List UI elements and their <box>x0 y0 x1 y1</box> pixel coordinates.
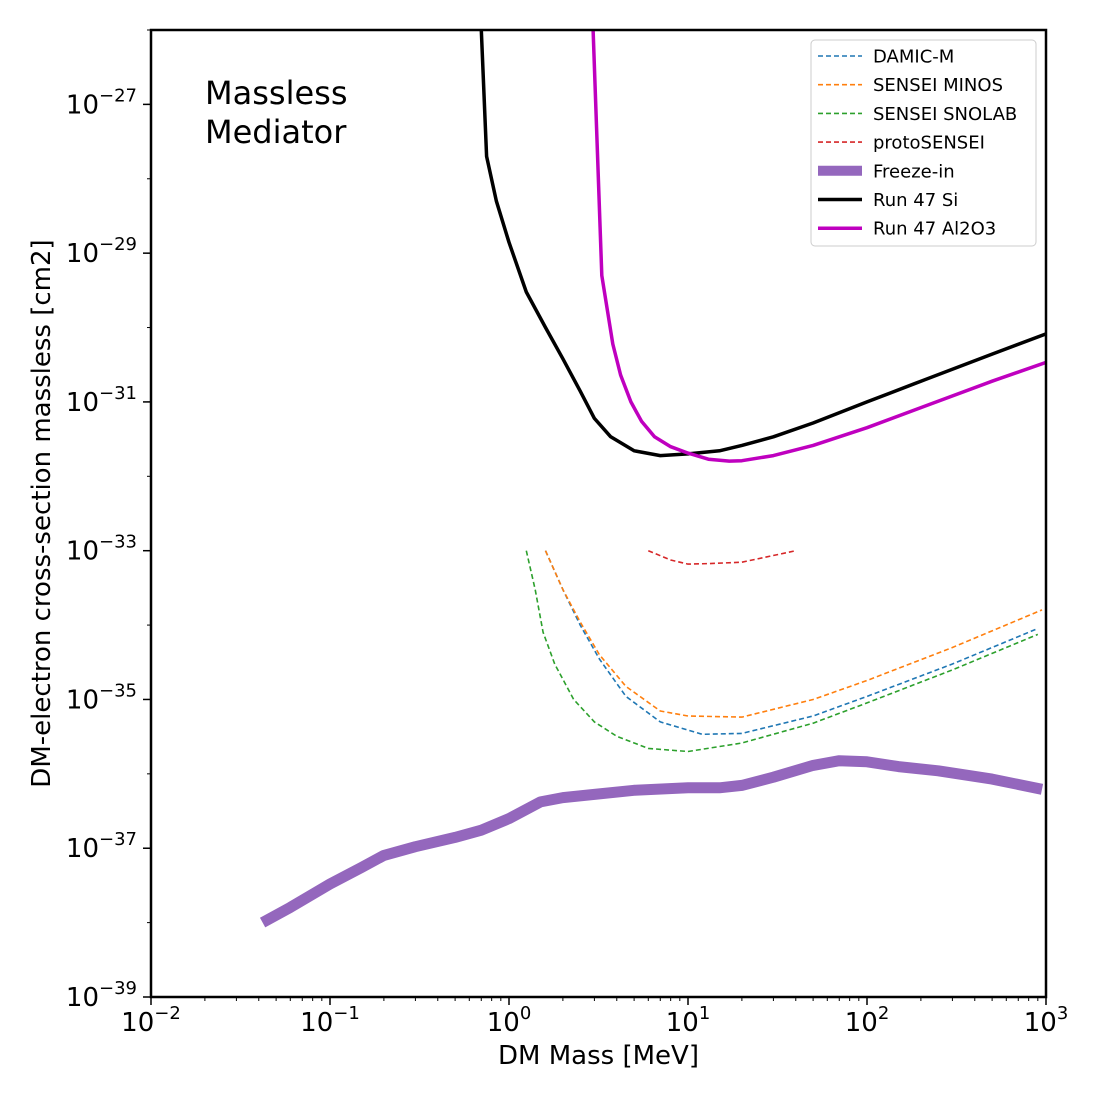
series-line-sensei-minos <box>544 550 1043 718</box>
legend-label-sensei-minos: SENSEI MINOS <box>873 75 1003 96</box>
series-line-freeze-in <box>259 755 1044 928</box>
series-line-protosensei <box>647 549 796 565</box>
ticks-layer: 10−2 10−1 100 101 102 103 10−27 10−29 10−31 10−33… <box>66 29 1069 1038</box>
x-tick-label: 101 <box>666 1003 711 1038</box>
series-line-sensei-snolab <box>525 550 1039 753</box>
x-tick-label: 103 <box>1024 1003 1069 1038</box>
series-layer <box>259 30 1046 928</box>
y-tick-label: 10−37 <box>66 829 137 864</box>
x-axis-label: DM Mass [MeV] <box>498 1041 699 1071</box>
x-tick-label: 10−2 <box>121 1003 181 1038</box>
legend-label-sensei-snolab: SENSEI SNOLAB <box>873 104 1017 125</box>
legend-label-damic-m: DAMIC-M <box>873 47 954 68</box>
annotation-line-2: Mediator <box>205 113 347 151</box>
legend: DAMIC-M SENSEI MINOS SENSEI SNOLAB protoSEN… <box>810 39 1037 247</box>
annotation-line-1: Massless <box>205 74 347 112</box>
legend-label-protosensei: protoSENSEI <box>873 133 985 154</box>
y-tick-label: 10−35 <box>66 680 137 715</box>
series-line-run-47-si <box>479 30 1046 458</box>
plot-frame <box>149 28 1048 999</box>
legend-label-run-47-al2o3: Run 47 Al2O3 <box>873 219 996 240</box>
y-tick-label: 10−33 <box>66 532 137 567</box>
y-tick-label: 10−27 <box>66 85 137 120</box>
legend-label-run-47-si: Run 47 Si <box>873 190 958 211</box>
series-line-damic-m <box>544 550 1039 736</box>
y-tick-label: 10−31 <box>66 383 137 418</box>
y-axis-label: DM-electron cross-section massless [cm2] <box>27 239 57 787</box>
legend-frame <box>810 39 1037 247</box>
legend-label-freeze-in: Freeze-in <box>873 161 955 182</box>
x-tick-label: 100 <box>487 1003 532 1038</box>
x-tick-label: 102 <box>845 1003 890 1038</box>
y-tick-label: 10−29 <box>66 234 137 269</box>
x-tick-label: 10−1 <box>300 1003 360 1038</box>
series-line-run-47-al2o3 <box>591 30 1046 463</box>
